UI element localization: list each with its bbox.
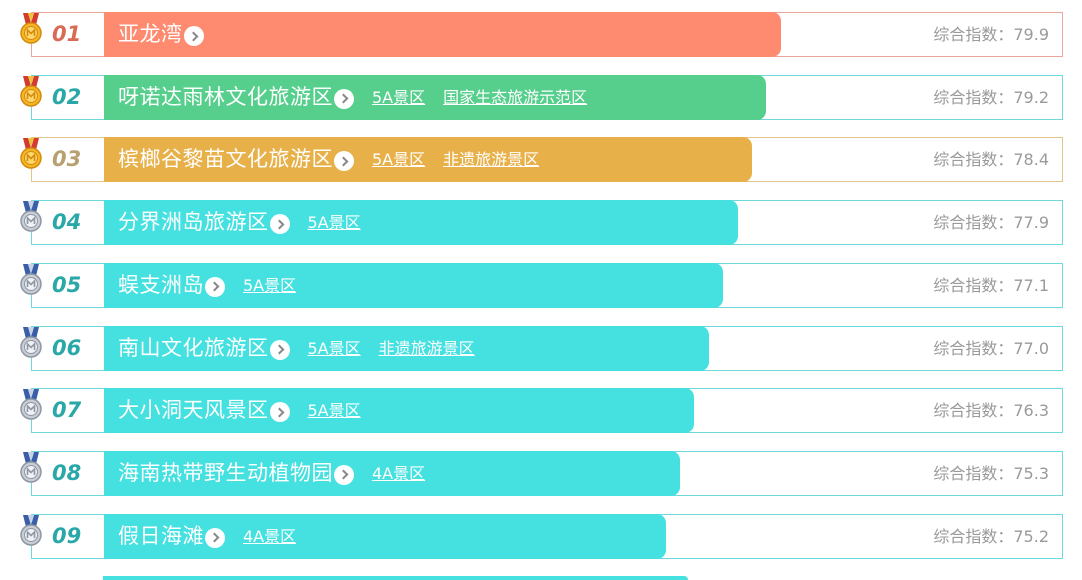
score-bar: 大小洞天风景区 5A景区 <box>104 388 694 434</box>
rank-number: 09 <box>52 523 82 548</box>
category-tag-link[interactable]: 5A景区 <box>243 275 297 295</box>
composite-score: 综合指数：76.3 <box>933 389 1049 432</box>
score-label: 综合指数： <box>933 213 1014 233</box>
category-tag-link[interactable]: 5A景区 <box>372 150 426 170</box>
score-value: 77.9 <box>1013 213 1049 233</box>
chevron-right-circle-icon[interactable] <box>269 339 290 360</box>
chevron-right-circle-icon[interactable] <box>269 402 290 423</box>
rank-number: 03 <box>52 147 82 172</box>
score-label: 综合指数： <box>933 401 1014 421</box>
score-label: 综合指数： <box>933 526 1014 546</box>
score-bar: 海南热带野生动植物园 4A景区 <box>104 450 680 496</box>
attraction-name-link[interactable]: 分界洲岛旅游区 <box>118 210 269 235</box>
score-value: 76.3 <box>1013 401 1049 421</box>
attraction-name-link[interactable]: 槟榔谷黎苗文化旅游区 <box>118 147 333 172</box>
attraction-name-link[interactable]: 大小洞天风景区 <box>118 398 269 423</box>
category-tag-link[interactable]: 4A景区 <box>243 526 297 546</box>
score-value: 77.1 <box>1013 275 1049 295</box>
score-bar: 亚龙湾 <box>104 12 781 57</box>
rank-number: 06 <box>52 335 82 360</box>
category-tag-link[interactable]: 4A景区 <box>372 463 426 483</box>
score-bar: 分界洲岛旅游区 5A景区 <box>104 200 738 246</box>
ranking-row[interactable]: 02 呀诺达雨林文化旅游区 5A景区 国家生态旅游示范区 综合指数：79.2 <box>20 74 1063 120</box>
attraction-name-link[interactable]: 亚龙湾 <box>118 22 183 46</box>
ranking-row[interactable]: 08 海南热带野生动植物园 4A景区 综合指数：75.3 <box>20 450 1063 496</box>
score-value: 75.2 <box>1013 526 1049 546</box>
composite-score: 综合指数：79.9 <box>933 13 1049 56</box>
rank-number: 01 <box>52 22 82 46</box>
gold-medal-icon <box>18 138 44 170</box>
category-tag-link[interactable]: 非遗旅游景区 <box>443 150 540 170</box>
score-label: 综合指数： <box>933 275 1014 295</box>
score-label: 综合指数： <box>933 150 1014 170</box>
category-tag-link[interactable]: 国家生态旅游示范区 <box>443 87 588 107</box>
silver-medal-icon <box>18 514 44 547</box>
score-value: 79.2 <box>1013 87 1049 107</box>
silver-medal-icon <box>18 326 44 359</box>
silver-medal-icon <box>18 201 44 233</box>
attraction-name-link[interactable]: 呀诺达雨林文化旅游区 <box>118 84 333 109</box>
score-bar: 呀诺达雨林文化旅游区 5A景区 国家生态旅游示范区 <box>104 74 766 120</box>
category-tag-link[interactable]: 5A景区 <box>307 338 361 358</box>
chevron-right-circle-icon[interactable] <box>334 464 354 485</box>
composite-score: 综合指数：78.4 <box>933 138 1049 181</box>
category-tag-link[interactable]: 5A景区 <box>372 87 426 107</box>
score-value: 78.4 <box>1013 150 1049 170</box>
attraction-name-link[interactable]: 蜈支洲岛 <box>118 272 204 297</box>
next-row-peek <box>103 576 688 580</box>
rank-number: 05 <box>52 272 82 297</box>
attraction-name-link[interactable]: 假日海滩 <box>118 523 204 548</box>
composite-score: 综合指数：77.0 <box>933 327 1049 370</box>
rank-number: 07 <box>52 398 82 423</box>
ranking-row[interactable]: 06 南山文化旅游区 5A景区 非遗旅游景区 综合指数：77.0 <box>20 325 1063 371</box>
ranking-row[interactable]: 01 亚龙湾 综合指数：79.9 <box>20 12 1063 57</box>
score-label: 综合指数： <box>933 87 1014 107</box>
ranking-row[interactable]: 09 假日海滩 4A景区 综合指数：75.2 <box>20 513 1063 559</box>
score-label: 综合指数： <box>933 25 1014 44</box>
gold-medal-icon <box>18 75 44 108</box>
chevron-right-circle-icon[interactable] <box>334 151 354 172</box>
category-tag-link[interactable]: 非遗旅游景区 <box>378 338 475 358</box>
chevron-right-circle-icon[interactable] <box>205 276 225 297</box>
composite-score: 综合指数：79.2 <box>933 76 1049 119</box>
score-value: 79.9 <box>1013 25 1049 44</box>
rank-number: 04 <box>52 210 82 235</box>
score-bar: 蜈支洲岛 5A景区 <box>104 262 723 308</box>
rank-number: 08 <box>52 460 82 485</box>
ranking-row[interactable]: 03 槟榔谷黎苗文化旅游区 5A景区 非遗旅游景区 综合指数：78.4 <box>20 137 1063 183</box>
ranking-row[interactable]: 04 分界洲岛旅游区 5A景区 综合指数：77.9 <box>20 200 1063 246</box>
composite-score: 综合指数：75.2 <box>933 515 1049 558</box>
chevron-right-circle-icon[interactable] <box>183 26 204 46</box>
ranking-row[interactable]: 07 大小洞天风景区 5A景区 综合指数：76.3 <box>20 388 1063 434</box>
composite-score: 综合指数：75.3 <box>933 452 1049 495</box>
chevron-right-circle-icon[interactable] <box>205 527 225 548</box>
chevron-right-circle-icon[interactable] <box>334 88 354 109</box>
silver-medal-icon <box>18 451 44 484</box>
gold-medal-icon <box>18 13 44 45</box>
score-label: 综合指数： <box>933 338 1014 358</box>
ranking-row[interactable]: 05 蜈支洲岛 5A景区 综合指数：77.1 <box>20 262 1063 308</box>
score-value: 77.0 <box>1013 338 1049 358</box>
category-tag-link[interactable]: 5A景区 <box>307 213 361 233</box>
attraction-name-link[interactable]: 海南热带野生动植物园 <box>118 460 333 485</box>
score-bar: 南山文化旅游区 5A景区 非遗旅游景区 <box>104 325 709 371</box>
score-label: 综合指数： <box>933 463 1014 483</box>
rank-number: 02 <box>52 84 82 109</box>
score-bar: 假日海滩 4A景区 <box>104 513 666 559</box>
attraction-name-link[interactable]: 南山文化旅游区 <box>118 335 269 360</box>
score-bar: 槟榔谷黎苗文化旅游区 5A景区 非遗旅游景区 <box>104 137 752 183</box>
silver-medal-icon <box>18 389 44 421</box>
score-value: 75.3 <box>1013 463 1049 483</box>
silver-medal-icon <box>18 263 44 296</box>
composite-score: 综合指数：77.1 <box>933 264 1049 307</box>
category-tag-link[interactable]: 5A景区 <box>307 401 361 421</box>
chevron-right-circle-icon[interactable] <box>269 214 290 235</box>
composite-score: 综合指数：77.9 <box>933 201 1049 244</box>
